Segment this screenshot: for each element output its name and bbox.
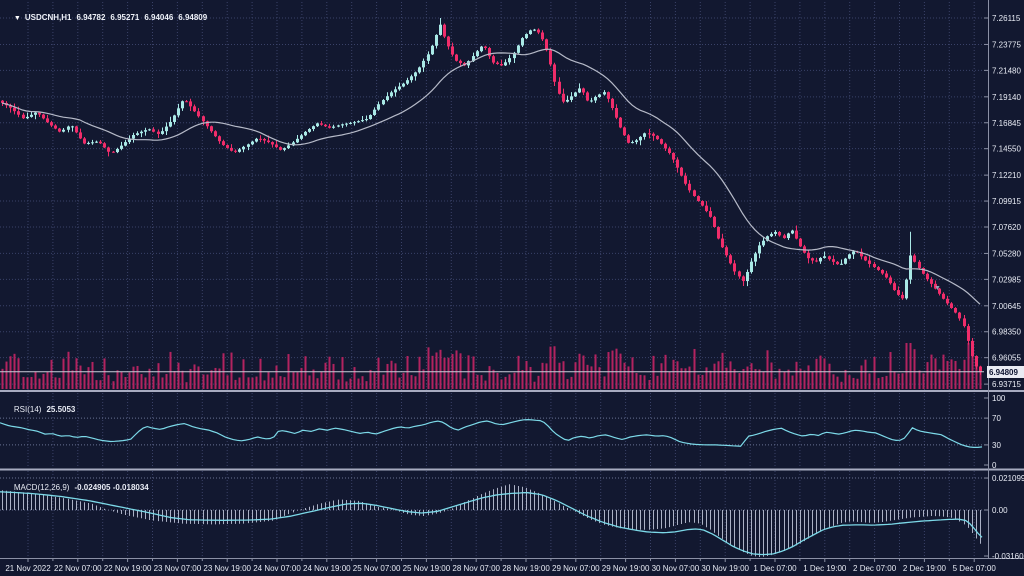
svg-text:7.12210: 7.12210: [992, 171, 1021, 180]
current-price-tag[interactable]: 6.94809: [987, 366, 1024, 378]
svg-text:70: 70: [992, 414, 1001, 423]
svg-text:28 Nov 19:00: 28 Nov 19:00: [502, 564, 550, 573]
svg-text:-0.031607: -0.031607: [992, 552, 1024, 561]
svg-text:7.19140: 7.19140: [992, 93, 1021, 102]
svg-text:24 Nov 07:00: 24 Nov 07:00: [253, 564, 301, 573]
svg-text:7.02985: 7.02985: [992, 275, 1021, 284]
svg-text:7.21480: 7.21480: [992, 66, 1021, 75]
svg-text:7.26115: 7.26115: [992, 14, 1021, 23]
svg-text:25 Nov 07:00: 25 Nov 07:00: [353, 564, 401, 573]
svg-text:7.23775: 7.23775: [992, 40, 1021, 49]
svg-text:7.14550: 7.14550: [992, 145, 1021, 154]
price-axis-labels[interactable]: 7.26115 7.23775 7.21480 7.19140 7.16845 7.145…: [984, 14, 1021, 389]
svg-text:7.07620: 7.07620: [992, 223, 1021, 232]
rsi-indicator-value: 25.5053: [46, 405, 76, 414]
symbol-timeframe-label: USDCNH,H1: [24, 13, 72, 22]
rsi-indicator-label: RSI(14): [13, 405, 42, 414]
svg-text:100: 100: [992, 394, 1006, 403]
pane-separators[interactable]: [0, 390, 1024, 559]
macd-signal-line: [0, 491, 983, 556]
rsi-line: [0, 418, 983, 448]
svg-text:30: 30: [992, 441, 1001, 450]
svg-text:1 Dec 07:00: 1 Dec 07:00: [753, 564, 797, 573]
svg-text:7.00645: 7.00645: [992, 302, 1021, 311]
macd-histogram: [2, 484, 981, 557]
time-axis[interactable]: 21 Nov 2022 22 Nov 07:00 22 Nov 19:00 23 No…: [5, 558, 996, 573]
svg-text:6.98350: 6.98350: [992, 328, 1021, 337]
candlesticks: [1, 18, 982, 375]
macd-pane-header: MACD(12,26,9) -0.024905 -0.018034: [5, 473, 149, 503]
volume-bars: [1, 343, 982, 389]
symbol-dropdown-icon[interactable]: ▼: [13, 15, 21, 22]
rsi-pane-header: RSI(14) 25.5053: [5, 395, 75, 425]
svg-text:7.09915: 7.09915: [992, 197, 1021, 206]
svg-text:6.96055: 6.96055: [992, 354, 1021, 363]
svg-text:23 Nov 19:00: 23 Nov 19:00: [203, 564, 251, 573]
svg-text:6.93715: 6.93715: [992, 380, 1021, 389]
svg-text:29 Nov 19:00: 29 Nov 19:00: [602, 564, 650, 573]
svg-text:0: 0: [992, 461, 997, 470]
svg-text:5 Dec 07:00: 5 Dec 07:00: [953, 564, 997, 573]
svg-text:21 Nov 2022: 21 Nov 2022: [5, 564, 51, 573]
low-value: 6.94046: [144, 13, 174, 22]
svg-text:2 Dec 07:00: 2 Dec 07:00: [853, 564, 897, 573]
moving-average-line: [1, 48, 981, 305]
macd-indicator-label: MACD(12,26,9): [13, 483, 70, 492]
svg-text:25 Nov 19:00: 25 Nov 19:00: [403, 564, 451, 573]
svg-text:23 Nov 07:00: 23 Nov 07:00: [154, 564, 202, 573]
svg-text:7.05280: 7.05280: [992, 249, 1021, 258]
svg-text:2 Dec 19:00: 2 Dec 19:00: [903, 564, 947, 573]
macd-indicator-value: -0.024905 -0.018034: [74, 483, 149, 492]
open-value: 6.94782: [76, 13, 106, 22]
down-arrow-marker: ▼: [934, 285, 941, 292]
svg-text:24 Nov 19:00: 24 Nov 19:00: [303, 564, 351, 573]
rsi-axis-labels[interactable]: 100 70 30 0: [984, 394, 1006, 470]
svg-text:28 Nov 07:00: 28 Nov 07:00: [452, 564, 500, 573]
svg-text:30 Nov 07:00: 30 Nov 07:00: [652, 564, 700, 573]
svg-text:30 Nov 19:00: 30 Nov 19:00: [701, 564, 749, 573]
svg-text:22 Nov 19:00: 22 Nov 19:00: [104, 564, 152, 573]
svg-text:7.16845: 7.16845: [992, 119, 1021, 128]
svg-text:0.021099: 0.021099: [992, 474, 1024, 483]
svg-text:29 Nov 07:00: 29 Nov 07:00: [552, 564, 600, 573]
close-value: 6.94809: [178, 13, 208, 22]
svg-text:1 Dec 19:00: 1 Dec 19:00: [803, 564, 847, 573]
chart-header: ▼ USDCNH,H1 6.94782 6.95271 6.94046 6.94809: [5, 3, 207, 34]
grid-lines: [0, 2, 984, 558]
svg-text:22 Nov 07:00: 22 Nov 07:00: [54, 564, 102, 573]
svg-text:0.00: 0.00: [992, 506, 1008, 515]
macd-axis-labels[interactable]: 0.021099 0.00 -0.031607: [984, 474, 1024, 561]
high-value: 6.95271: [110, 13, 140, 22]
